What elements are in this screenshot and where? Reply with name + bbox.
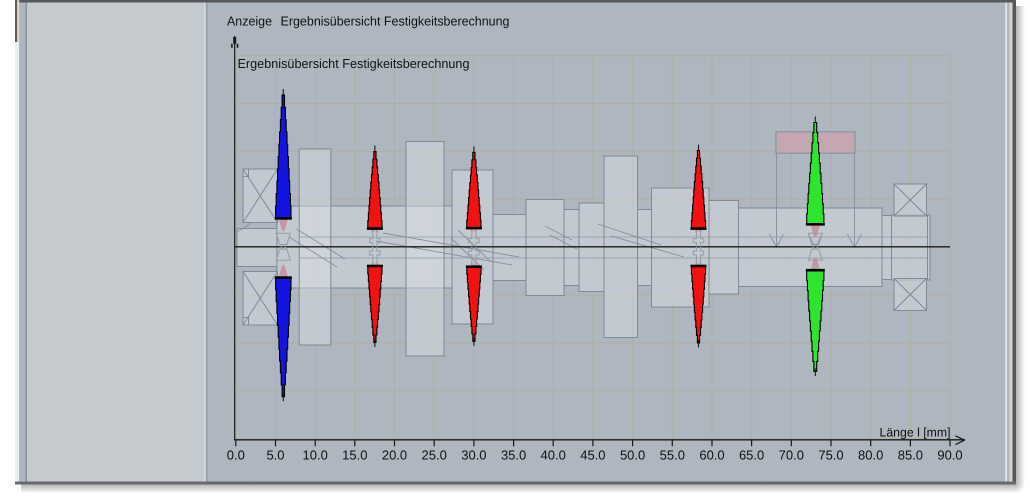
svg-text:Ergebnisübersicht Festigkeitsb: Ergebnisübersicht Festigkeitsberechnung bbox=[238, 56, 470, 71]
svg-text:35.0: 35.0 bbox=[501, 448, 526, 463]
svg-text:85.0: 85.0 bbox=[898, 448, 923, 463]
svg-text:Anzeige: Anzeige bbox=[227, 14, 272, 29]
svg-text:30.0: 30.0 bbox=[461, 448, 486, 463]
svg-text:Ergebnisübersicht Festigkeitsb: Ergebnisübersicht Festigkeitsberechnung bbox=[281, 14, 510, 29]
svg-text:25.0: 25.0 bbox=[422, 448, 447, 463]
svg-text:50.0: 50.0 bbox=[620, 448, 645, 463]
svg-text:Länge l [mm]: Länge l [mm] bbox=[880, 426, 951, 440]
svg-text:80.0: 80.0 bbox=[858, 448, 883, 463]
svg-text:65.0: 65.0 bbox=[739, 448, 764, 463]
svg-text:40.0: 40.0 bbox=[541, 448, 566, 463]
svg-text:70.0: 70.0 bbox=[779, 448, 804, 463]
svg-text:20.0: 20.0 bbox=[382, 448, 407, 463]
svg-text:0.0: 0.0 bbox=[227, 448, 245, 463]
svg-text:60.0: 60.0 bbox=[699, 448, 724, 463]
svg-text:45.0: 45.0 bbox=[580, 448, 605, 463]
svg-text:5.0: 5.0 bbox=[266, 448, 284, 463]
svg-text:55.0: 55.0 bbox=[660, 448, 685, 463]
svg-text:15.0: 15.0 bbox=[342, 448, 367, 463]
svg-text:10.0: 10.0 bbox=[303, 448, 328, 463]
svg-text:75.0: 75.0 bbox=[818, 448, 843, 463]
svg-text:90.0: 90.0 bbox=[937, 448, 962, 463]
